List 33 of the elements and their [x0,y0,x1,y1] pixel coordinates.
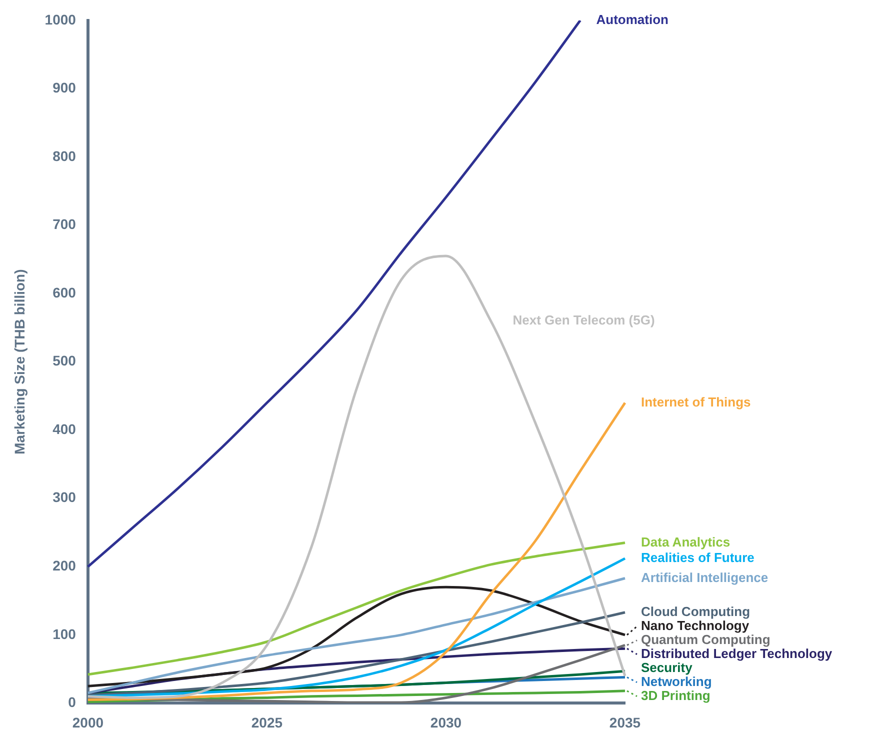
series-label: Next Gen Telecom (5G) [512,312,655,328]
legend-label: Distributed Ledger Technology [641,646,833,661]
y-tick-label: 100 [52,626,76,642]
series-label: Security [641,660,694,675]
y-tick-label: 700 [52,216,76,232]
y-tick-label: 900 [52,80,76,96]
legend-label: 3D Printing [641,688,710,703]
series-label: Data Analytics [641,534,730,550]
line-series [86,254,626,699]
line-series [86,402,626,702]
series-label: Internet of Things [641,394,751,410]
x-tick-label: 2030 [430,714,462,730]
x-tick-label: 2025 [251,714,283,730]
x-tick-label: 2000 [72,714,104,730]
series-label: Artificial Intelligence [641,570,768,585]
y-axis-title: Marketing Size (THB billion) [11,269,28,454]
x-tick-label: 2035 [609,714,641,730]
y-tick-label: 300 [52,489,76,506]
y-tick-label: 400 [52,420,76,437]
series-label: Realities of Future [641,550,754,566]
legend-label: Quantum Computing [641,632,770,647]
line-series [86,611,626,696]
series-label: Nano Technology [641,618,750,633]
y-tick-label: 600 [52,284,76,300]
y-tick-label: 200 [52,558,76,574]
series-label: Automation [596,12,669,27]
series-label: Networking [641,674,712,689]
y-tick-label: 0 [68,694,76,710]
y-tick-label: 800 [52,148,76,164]
y-tick-label: 500 [52,352,76,369]
line-series [86,541,626,676]
series-label: Cloud Computing [641,604,750,619]
y-tick-label: 1000 [44,11,76,28]
